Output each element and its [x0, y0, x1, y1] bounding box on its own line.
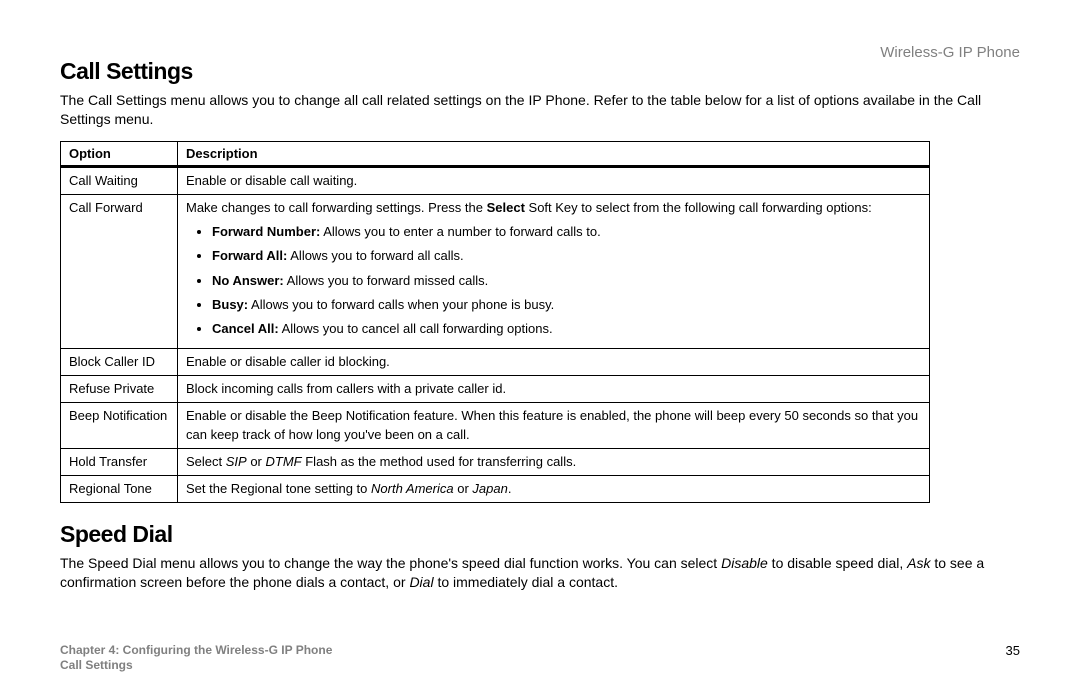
desc-text: Set the Regional tone setting to [186, 481, 371, 496]
option-cell: Beep Notification [61, 403, 178, 448]
footer-section: Call Settings [60, 658, 1020, 674]
call-settings-intro: The Call Settings menu allows you to cha… [60, 91, 1020, 129]
p-text: to disable speed dial, [768, 555, 907, 571]
product-name: Wireless-G IP Phone [880, 44, 1020, 61]
list-item-label: Cancel All: [212, 321, 279, 336]
table-row: Regional Tone Set the Regional tone sett… [61, 476, 930, 503]
desc-italic: North America [371, 481, 454, 496]
desc-italic: Japan [472, 481, 507, 496]
option-cell: Refuse Private [61, 376, 178, 403]
desc-italic: DTMF [266, 454, 302, 469]
desc-italic: SIP [226, 454, 247, 469]
table-header-row: Option Description [61, 141, 930, 166]
desc-text: or [454, 481, 473, 496]
description-cell: Enable or disable the Beep Notification … [178, 403, 930, 448]
option-cell: Call Forward [61, 194, 178, 348]
section-title-call-settings: Call Settings [60, 58, 1020, 85]
list-item-label: Forward Number: [212, 224, 320, 239]
desc-text: Select [186, 454, 226, 469]
table-row: Beep Notification Enable or disable the … [61, 403, 930, 448]
speed-dial-intro: The Speed Dial menu allows you to change… [60, 554, 1020, 592]
description-cell: Make changes to call forwarding settings… [178, 194, 930, 348]
col-header-description: Description [178, 141, 930, 166]
desc-text: Flash as the method used for transferrin… [302, 454, 577, 469]
description-cell: Select SIP or DTMF Flash as the method u… [178, 448, 930, 475]
table-row: Hold Transfer Select SIP or DTMF Flash a… [61, 448, 930, 475]
desc-text: . [508, 481, 512, 496]
table-row: Refuse Private Block incoming calls from… [61, 376, 930, 403]
list-item-text: Allows you to enter a number to forward … [320, 224, 600, 239]
option-cell: Block Caller ID [61, 349, 178, 376]
list-item: Forward All: Allows you to forward all c… [212, 247, 921, 265]
list-item-label: Forward All: [212, 248, 287, 263]
list-item: Cancel All: Allows you to cancel all cal… [212, 320, 921, 338]
col-header-option: Option [61, 141, 178, 166]
section-title-speed-dial: Speed Dial [60, 521, 1020, 548]
page-number: 35 [1006, 643, 1020, 658]
option-cell: Hold Transfer [61, 448, 178, 475]
desc-bold: Select [487, 200, 525, 215]
p-italic: Dial [409, 574, 433, 590]
list-item: Busy: Allows you to forward calls when y… [212, 296, 921, 314]
option-cell: Call Waiting [61, 166, 178, 194]
list-item-text: Allows you to forward calls when your ph… [248, 297, 554, 312]
footer-chapter: Chapter 4: Configuring the Wireless-G IP… [60, 643, 1020, 659]
footer-left: Chapter 4: Configuring the Wireless-G IP… [60, 643, 1020, 674]
list-item-label: Busy: [212, 297, 248, 312]
forwarding-options-list: Forward Number: Allows you to enter a nu… [186, 223, 921, 338]
description-cell: Enable or disable call waiting. [178, 166, 930, 194]
list-item-text: Allows you to forward missed calls. [284, 273, 488, 288]
list-item-text: Allows you to forward all calls. [287, 248, 463, 263]
table-row: Call Waiting Enable or disable call wait… [61, 166, 930, 194]
p-text: The Speed Dial menu allows you to change… [60, 555, 721, 571]
call-settings-table: Option Description Call Waiting Enable o… [60, 141, 930, 503]
table-row: Block Caller ID Enable or disable caller… [61, 349, 930, 376]
page-footer: Chapter 4: Configuring the Wireless-G IP… [60, 643, 1020, 674]
description-cell: Set the Regional tone setting to North A… [178, 476, 930, 503]
list-item: Forward Number: Allows you to enter a nu… [212, 223, 921, 241]
desc-text: or [247, 454, 266, 469]
list-item-label: No Answer: [212, 273, 284, 288]
description-cell: Block incoming calls from callers with a… [178, 376, 930, 403]
desc-text: Soft Key to select from the following ca… [525, 200, 872, 215]
p-italic: Disable [721, 555, 768, 571]
p-text: to immediately dial a contact. [434, 574, 618, 590]
page: Wireless-G IP Phone Call Settings The Ca… [0, 0, 1080, 698]
p-italic: Ask [907, 555, 930, 571]
desc-text: Make changes to call forwarding settings… [186, 200, 487, 215]
description-cell: Enable or disable caller id blocking. [178, 349, 930, 376]
list-item: No Answer: Allows you to forward missed … [212, 272, 921, 290]
table-row: Call Forward Make changes to call forwar… [61, 194, 930, 348]
list-item-text: Allows you to cancel all call forwarding… [279, 321, 553, 336]
option-cell: Regional Tone [61, 476, 178, 503]
